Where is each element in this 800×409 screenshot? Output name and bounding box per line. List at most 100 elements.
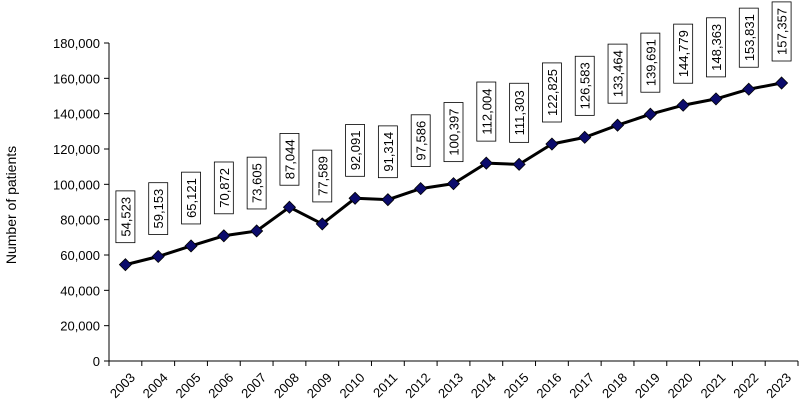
y-tick-label: 40,000 [60, 283, 100, 298]
y-tick-label: 60,000 [60, 248, 100, 263]
data-label-box [738, 7, 759, 68]
x-tick-label: 2014 [468, 370, 499, 401]
data-label-box [279, 133, 300, 186]
data-point-marker [381, 193, 395, 207]
x-tick-label: 2009 [304, 370, 335, 401]
data-label-box [574, 55, 595, 116]
x-tick-label: 2022 [730, 370, 761, 401]
data-label: 122,825 [542, 62, 562, 123]
data-label: 157,357 [771, 1, 792, 62]
x-tick-label: 2013 [435, 370, 466, 401]
data-label-box [312, 149, 333, 203]
data-label: 139,691 [640, 32, 661, 93]
y-tick-label: 140,000 [53, 107, 100, 122]
data-point-marker [479, 156, 493, 170]
y-tick-label: 160,000 [53, 71, 100, 86]
x-tick-label: 2003 [107, 370, 138, 401]
x-tick-label: 2023 [763, 370, 794, 401]
x-tick-label: 2017 [566, 370, 597, 401]
x-tick-label: 2018 [599, 370, 630, 401]
data-label-text: 111,303 [512, 90, 527, 135]
y-tick-label: 80,000 [60, 213, 100, 228]
data-label: 112,004 [476, 81, 497, 142]
data-labels: 54,523 59,153 65,121 70,872 73,605 87,044 77,5… [115, 1, 792, 244]
data-label-text: 139,691 [643, 39, 658, 86]
data-point-marker [578, 130, 592, 144]
data-label: 111,303 [509, 82, 530, 143]
data-label-text: 59,153 [151, 189, 166, 229]
data-label-text: 87,044 [282, 139, 297, 179]
data-label-text: 91,314 [381, 132, 396, 172]
y-tick-label: 20,000 [60, 319, 100, 334]
data-label: 92,091 [345, 124, 365, 177]
data-label: 97,586 [410, 114, 431, 167]
data-label-box [542, 62, 562, 123]
data-label: 77,589 [312, 149, 333, 203]
data-label-text: 133,464 [611, 50, 626, 97]
data-point-marker [315, 217, 329, 231]
data-label-box [410, 114, 431, 167]
data-label-text: 97,586 [414, 121, 429, 161]
data-label: 87,044 [279, 133, 300, 186]
data-label: 91,314 [377, 125, 398, 179]
y-tick-label: 180,000 [53, 36, 100, 51]
data-point-marker [414, 182, 428, 196]
data-label: 148,363 [706, 17, 726, 78]
data-label-text: 70,872 [217, 168, 232, 208]
data-label-text: 126,583 [578, 62, 593, 109]
x-tick-label: 2012 [402, 370, 433, 401]
data-label-text: 144,779 [676, 30, 691, 77]
data-label-box [771, 1, 792, 62]
data-label-text: 112,004 [479, 89, 494, 135]
x-axis: 2003 2004 2005 2006 2007 2008 2009 2010 2011 2012… [107, 360, 799, 401]
data-label-text: 122,825 [545, 69, 560, 116]
data-point-marker [446, 177, 461, 191]
data-point-marker [709, 92, 723, 106]
data-label: 73,605 [246, 156, 267, 210]
x-tick-label: 2016 [533, 370, 564, 401]
y-tick-label: 0 [93, 354, 100, 369]
data-label-box [673, 23, 694, 84]
data-point-marker [184, 239, 198, 253]
data-label-text: 54,523 [118, 197, 133, 237]
data-label: 153,831 [738, 7, 759, 68]
y-axis: 0 20,000 40,000 60,000 80,000 100,000 120,000 1… [53, 36, 110, 369]
data-label: 144,779 [673, 23, 694, 84]
data-label-box [345, 124, 365, 177]
data-label: 54,523 [115, 190, 136, 244]
data-label: 126,583 [574, 55, 595, 116]
data-label-text: 65,121 [184, 178, 199, 218]
data-label: 70,872 [213, 161, 234, 215]
data-point-marker [118, 258, 132, 272]
y-tick-label: 120,000 [53, 142, 100, 157]
x-tick-label: 2020 [665, 370, 696, 401]
data-label-box [706, 17, 726, 78]
data-point-marker [217, 229, 231, 243]
data-label-text: 92,091 [348, 131, 363, 171]
x-tick-label: 2007 [238, 370, 269, 401]
series-layer [118, 76, 789, 272]
x-tick-label: 2011 [370, 370, 400, 400]
x-tick-label: 2008 [271, 370, 302, 401]
x-tick-label: 2004 [140, 370, 171, 401]
data-label-text: 77,589 [315, 156, 330, 196]
data-label-box [607, 43, 628, 104]
data-point-marker [545, 137, 559, 151]
data-label: 133,464 [607, 43, 628, 104]
data-label-box [148, 182, 169, 235]
data-label-box [377, 125, 398, 179]
y-tick-label: 100,000 [53, 177, 100, 192]
data-point-marker [348, 191, 362, 205]
data-label-box [115, 190, 136, 244]
x-tick-label: 2005 [173, 370, 204, 401]
data-label-box [443, 102, 464, 163]
data-label-text: 148,363 [709, 24, 724, 71]
data-label-text: 100,397 [447, 109, 462, 156]
data-label-box [476, 81, 497, 142]
data-label-box [246, 156, 267, 210]
data-label-text: 157,357 [775, 8, 790, 55]
data-point-marker [282, 200, 297, 214]
data-label-box [640, 32, 661, 93]
data-point-marker [250, 224, 264, 238]
